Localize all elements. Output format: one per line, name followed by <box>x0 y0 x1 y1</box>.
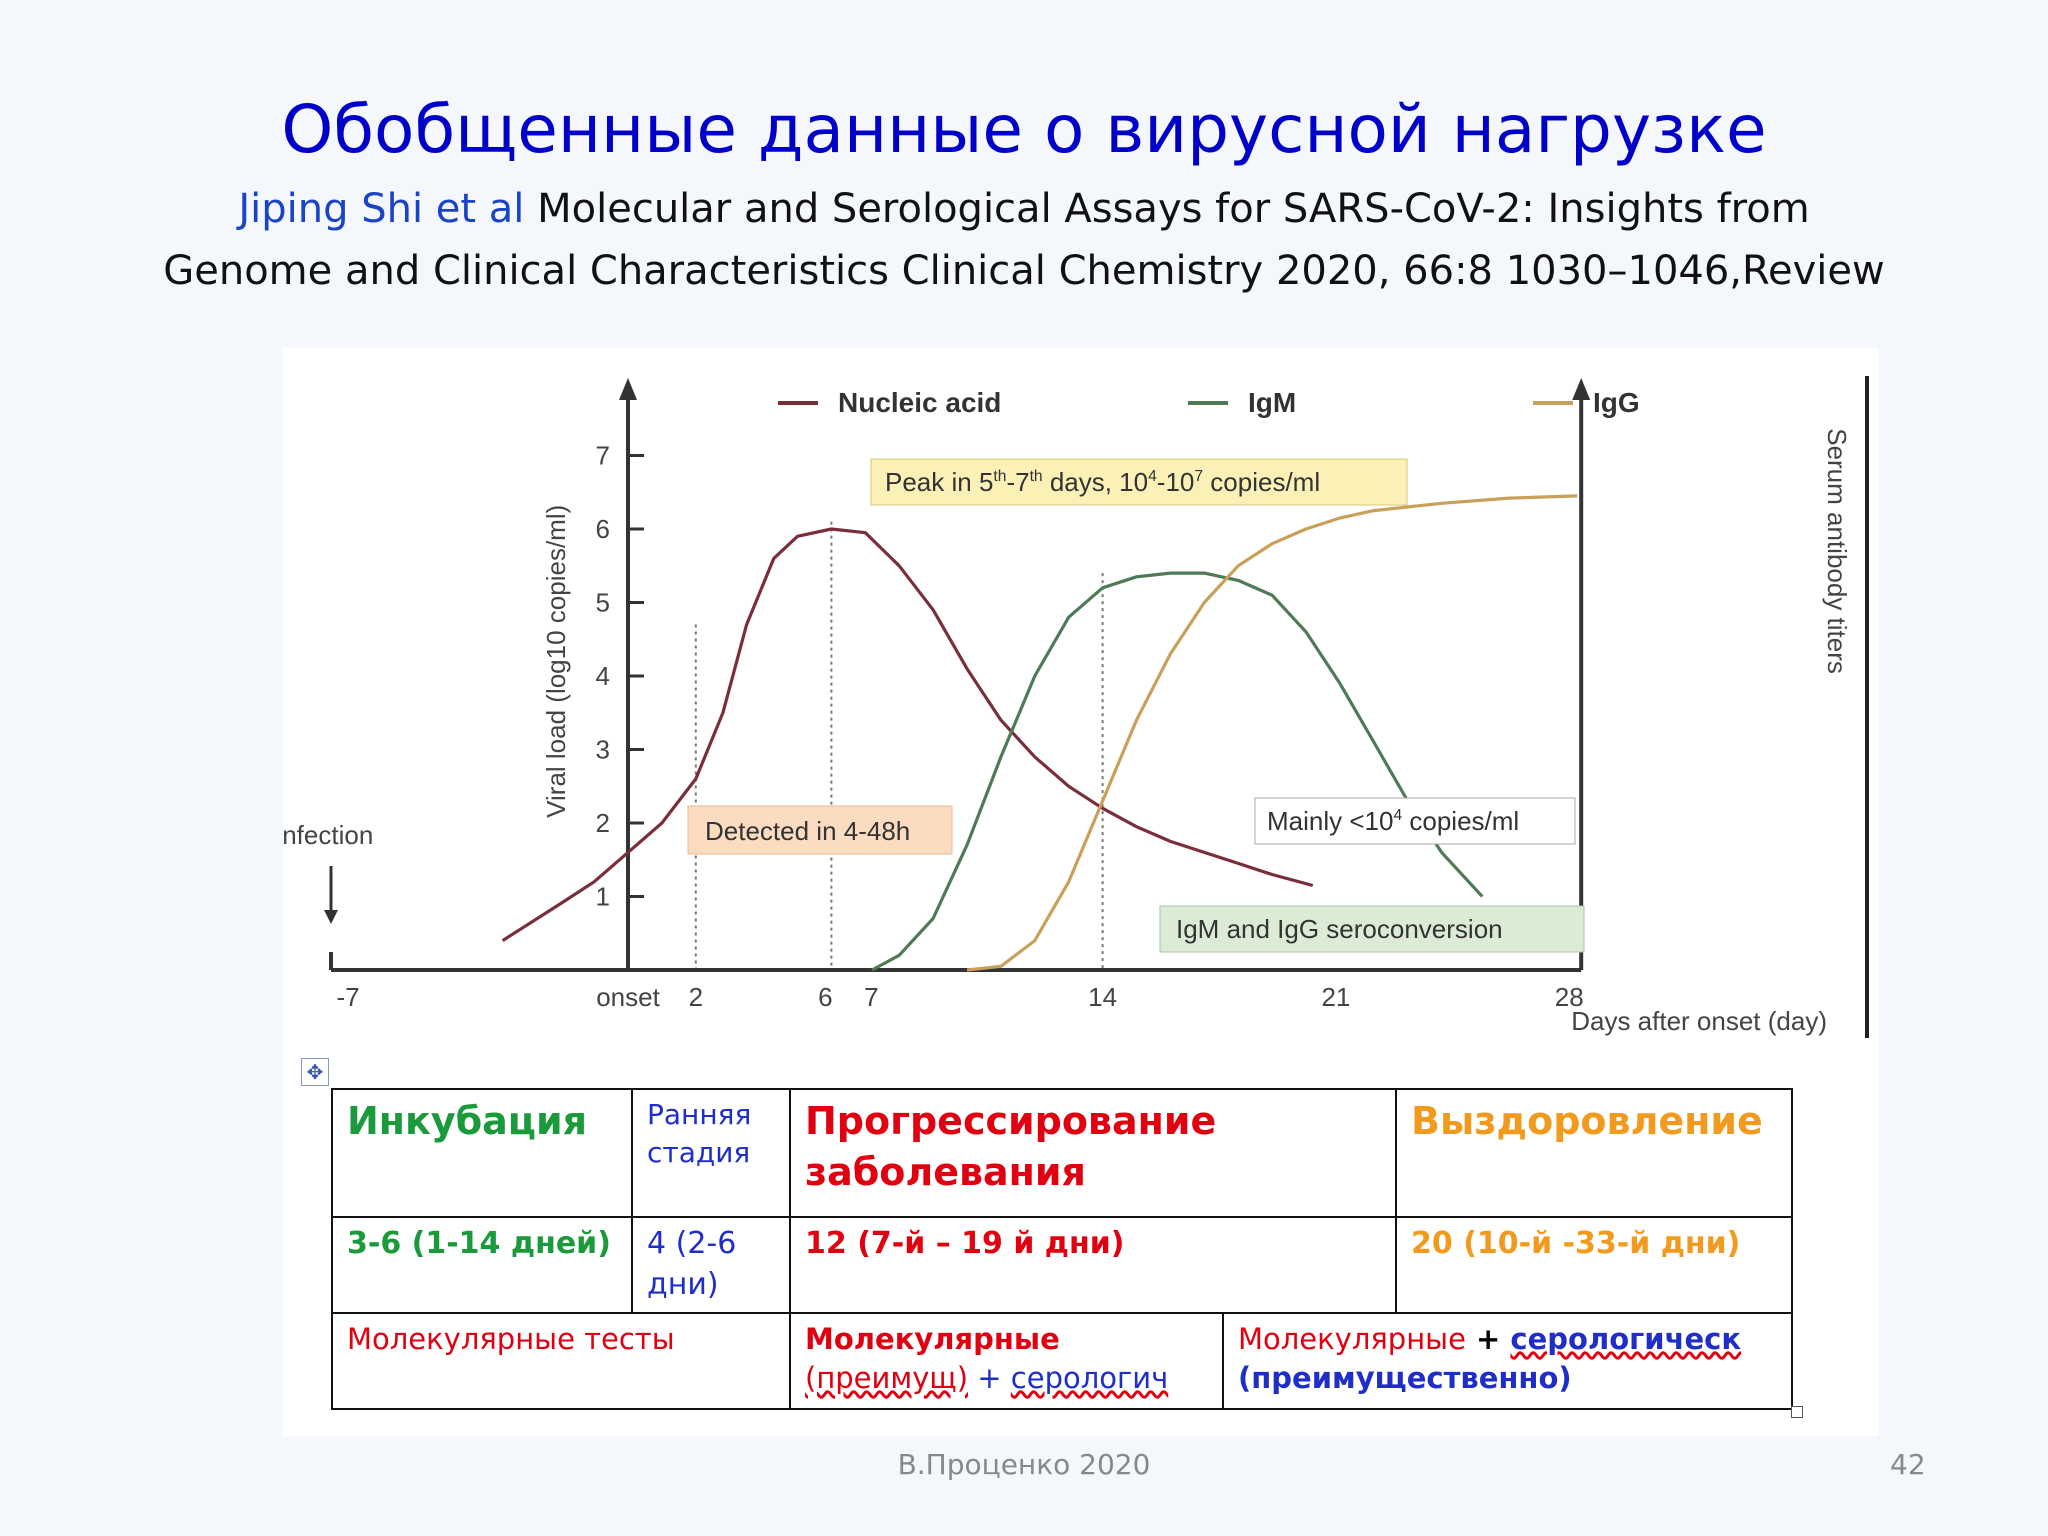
footer-author: В.Проценко 2020 <box>897 1448 1151 1481</box>
annotation-text: Mainly <104 copies/ml <box>1267 806 1519 836</box>
annotation-text-part: copies/ml <box>1203 467 1320 497</box>
x-tick-label: 14 <box>1088 982 1117 1012</box>
header-progression: Прогрессирование заболевания <box>788 1088 1398 1218</box>
annotation-text: Peak in 5th-7th days, 104-107 copies/ml <box>885 467 1320 497</box>
annotation-text-part: th <box>1030 468 1043 485</box>
citation: Jiping Shi et al Molecular and Serologic… <box>100 178 1948 302</box>
x-tick-label: -7 <box>336 982 359 1012</box>
annotation-text-part: 7 <box>1194 468 1203 485</box>
annotation-text-part: 4 <box>1393 807 1402 824</box>
x-tick-label: 6 <box>818 982 832 1012</box>
series-line-igg <box>966 494 1578 972</box>
annotation-text-part: 4 <box>1148 468 1157 485</box>
x-tick-label: onset <box>596 982 660 1012</box>
header-recovery: Выздоровление <box>1395 1088 1794 1218</box>
table-move-handle[interactable]: ✥ <box>301 1058 329 1086</box>
duration-recovery: 20 (10-й -33-й дни) <box>1395 1216 1794 1314</box>
citation-line2: Genome and Clinical Characteristics Clin… <box>163 248 1885 294</box>
annotation-text-part: days, 10 <box>1043 467 1149 497</box>
legend-label: Nucleic acid <box>838 387 1001 418</box>
annotation-box-mainly <box>1254 797 1576 845</box>
method-progression: Молекулярные (преимущ) + серологич <box>789 1312 1224 1410</box>
series-line-nucleic-acid <box>501 527 1314 942</box>
annotation-box-peak <box>870 458 1408 506</box>
legend-label: IgM <box>1248 387 1296 418</box>
y-tick-label: 6 <box>596 514 610 544</box>
annotation-text-part: copies/ml <box>1402 806 1519 836</box>
annotation-text-part: Peak in <box>885 467 979 497</box>
table-row: Инкубация Ранняя стадия Прогрессирование… <box>331 1088 1794 1218</box>
citation-author: Jiping Shi et al <box>238 186 525 232</box>
y-tick-label: 5 <box>596 588 610 618</box>
y-tick-label: 7 <box>596 441 610 471</box>
annotation-text-part: - <box>1006 467 1015 497</box>
legend-label: IgG <box>1593 387 1640 418</box>
y2-axis-arrow <box>1572 378 1591 400</box>
annotation-text-part: 7 <box>1015 467 1029 497</box>
annotation-text-part: Mainly <10 <box>1267 806 1393 836</box>
annotation-text-part: 5 <box>979 467 993 497</box>
figure-image: 1 2 3 4 5 6 7 -7 onset 2 6 7 14 21 28 Nucleic acid IgM I… <box>283 348 1879 1436</box>
annotation-text: Detected in 4-48h <box>705 816 910 846</box>
annotation-text-part: Detected in 4-48h <box>705 816 910 846</box>
slide-title: Обобщенные данные о вирусной нагрузке <box>281 91 1767 168</box>
annotation-text-part: th <box>993 468 1006 485</box>
page-number: 42 <box>1890 1448 1926 1481</box>
stage-table: Инкубация Ранняя стадия Прогрессирование… <box>331 1088 1794 1410</box>
y2-axis-title: Serum antibody titers <box>1822 428 1852 674</box>
infection-arrow-head <box>324 910 338 924</box>
table-row: 3-6 (1-14 дней) 4 (2-6 дни) 12 (7-й – 19… <box>331 1216 1794 1314</box>
annotation-text: IgM and IgG seroconversion <box>1176 914 1503 944</box>
x-tick-label: 21 <box>1321 982 1350 1012</box>
series-line-igm <box>871 571 1484 972</box>
method-incubation-early: Молекулярные тесты <box>331 1312 791 1410</box>
method-recovery: Молекулярные + серологическ (преимуществ… <box>1221 1312 1794 1410</box>
x-axis-title: Days after onset (day) <box>1571 1006 1827 1036</box>
y-axis-title: Viral load (log10 copies/ml) <box>541 505 571 818</box>
annotation-box-detected <box>687 805 953 855</box>
infection-label: Infection <box>283 820 373 850</box>
header-early-stage: Ранняя стадия <box>631 1088 791 1218</box>
x-tick-label: 28 <box>1555 982 1584 1012</box>
duration-progression: 12 (7-й – 19 й дни) <box>788 1216 1398 1314</box>
x-tick-label: 2 <box>689 982 703 1012</box>
duration-early-stage: 4 (2-6 дни) <box>631 1216 791 1314</box>
annotation-text-part: -10 <box>1157 467 1195 497</box>
y-tick-label: 4 <box>596 661 610 691</box>
citation-line1: Molecular and Serological Assays for SAR… <box>537 186 1810 232</box>
duration-incubation: 3-6 (1-14 дней) <box>331 1216 633 1314</box>
y-tick-label: 3 <box>596 735 610 765</box>
annotation-box-seroconversion <box>1159 905 1585 953</box>
table-row: Молекулярные тесты Молекулярные (преимущ… <box>331 1312 1794 1410</box>
x-tick-label: 7 <box>864 982 878 1012</box>
y-tick-label: 2 <box>596 808 610 838</box>
table-resize-handle[interactable] <box>1791 1406 1803 1418</box>
header-incubation: Инкубация <box>331 1088 633 1218</box>
y-tick-label: 1 <box>596 882 610 912</box>
y-axis-arrow <box>619 378 637 400</box>
